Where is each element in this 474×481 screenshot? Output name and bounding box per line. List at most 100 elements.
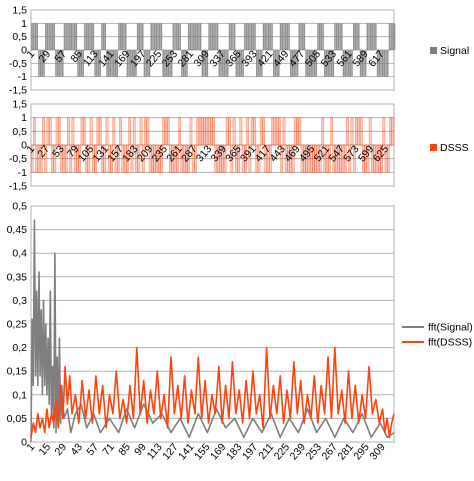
signal-bar <box>96 50 98 77</box>
x-tick-label-fft: 57 <box>84 441 101 458</box>
y-tick-label-fft: 0,4 <box>12 248 27 260</box>
signal-bar <box>131 50 134 77</box>
signal-bar <box>335 23 338 50</box>
signal-bar <box>43 50 45 77</box>
dsss-bar <box>250 117 254 146</box>
signal-bar <box>106 50 108 77</box>
signal-bar <box>41 50 44 77</box>
signal-bar <box>191 23 193 50</box>
signal-bar <box>204 50 207 77</box>
signal-bar <box>46 23 49 50</box>
signal-bar <box>177 23 180 50</box>
signal-bar <box>330 50 333 77</box>
dsss-bar <box>200 117 204 146</box>
dsss-bar <box>162 117 166 146</box>
signal-bar <box>247 23 249 50</box>
signal-bar <box>373 23 375 50</box>
signal-bar <box>51 23 54 50</box>
signal-bar <box>356 23 358 50</box>
signal-bar <box>165 50 168 77</box>
signal-bar <box>347 50 350 77</box>
dsss-bar <box>189 117 193 146</box>
signal-bar <box>278 50 280 77</box>
signal-bar <box>218 50 221 77</box>
dsss-bar <box>343 144 347 173</box>
dsss-bar <box>119 117 122 146</box>
x-tick-label-fft: 71 <box>100 441 117 458</box>
signal-bar <box>155 23 158 50</box>
signal-bar <box>90 23 93 50</box>
dsss-bar <box>82 117 86 146</box>
signal-bar <box>273 50 275 77</box>
signal-bar <box>68 23 71 50</box>
signal-bar <box>363 50 365 77</box>
signal-bar <box>252 23 255 50</box>
dsss-bar <box>382 117 386 146</box>
signal-bar <box>159 23 161 50</box>
signal-bar <box>320 23 323 50</box>
dsss-bar <box>96 117 100 146</box>
signal-bar <box>50 23 52 50</box>
x-tick-label-fft: 309 <box>367 441 388 462</box>
dsss-bar <box>89 117 93 146</box>
signal-bar <box>250 23 253 50</box>
dsss-bar <box>33 117 36 146</box>
signal-bars <box>31 23 396 77</box>
dsss-bar <box>46 117 50 146</box>
signal-bar <box>45 23 47 50</box>
dsss-bar <box>355 117 358 146</box>
signal-bar <box>84 23 86 50</box>
dsss-bar <box>228 117 231 146</box>
signal-bar <box>283 23 285 50</box>
dsss-bar <box>380 144 383 173</box>
signal-bar <box>385 50 387 77</box>
signal-bar <box>85 23 88 50</box>
signal-bar <box>184 50 187 77</box>
signal-bar <box>75 23 78 50</box>
dsss-bar <box>237 144 240 173</box>
signal-bar <box>390 23 392 50</box>
signal-bar <box>170 50 173 77</box>
dsss-bar <box>198 117 202 146</box>
signal-bar <box>89 23 91 50</box>
signal-bar <box>172 23 175 50</box>
signal-bar <box>337 23 340 50</box>
y-tick-label-fft: 0,5 <box>12 201 27 213</box>
dsss-bar <box>280 144 284 173</box>
dsss-bar <box>112 117 116 146</box>
dsss-bar <box>291 144 295 173</box>
signal-bar <box>72 23 74 50</box>
signal-bar <box>262 23 265 50</box>
signal-bar <box>194 23 197 50</box>
signal-bar <box>220 50 222 77</box>
signal-bar <box>34 23 37 50</box>
dsss-bar <box>130 144 134 173</box>
signal-bar <box>383 50 386 77</box>
dsss-bar <box>55 117 59 146</box>
dsss-bar <box>239 117 243 146</box>
signal-bar <box>312 50 314 77</box>
dsss-bar <box>366 144 370 173</box>
signal-bar <box>366 23 369 50</box>
plot-frame-fft <box>30 205 395 443</box>
signal-bar <box>77 50 79 77</box>
signal-bar <box>58 50 61 77</box>
signal-bar <box>227 50 229 77</box>
signal-bar <box>150 23 152 50</box>
dsss-bar <box>67 117 70 146</box>
dsss-bar <box>178 117 181 146</box>
signal-bar <box>118 23 120 50</box>
dsss-bar <box>262 117 265 146</box>
dsss-bar <box>146 117 150 146</box>
signal-bar <box>325 50 328 77</box>
dsss-bar <box>275 117 279 146</box>
dsss-bar <box>64 144 68 173</box>
y-tick-label-fft: 0,45 <box>7 224 28 236</box>
y-tick-label-signal: -1,5 <box>9 85 27 97</box>
signal-bar <box>216 23 219 50</box>
dsss-bar <box>175 144 179 173</box>
signal-bar <box>189 23 192 50</box>
signal-bar <box>199 23 202 50</box>
signal-bar <box>351 50 353 77</box>
signal-bar <box>364 50 367 77</box>
